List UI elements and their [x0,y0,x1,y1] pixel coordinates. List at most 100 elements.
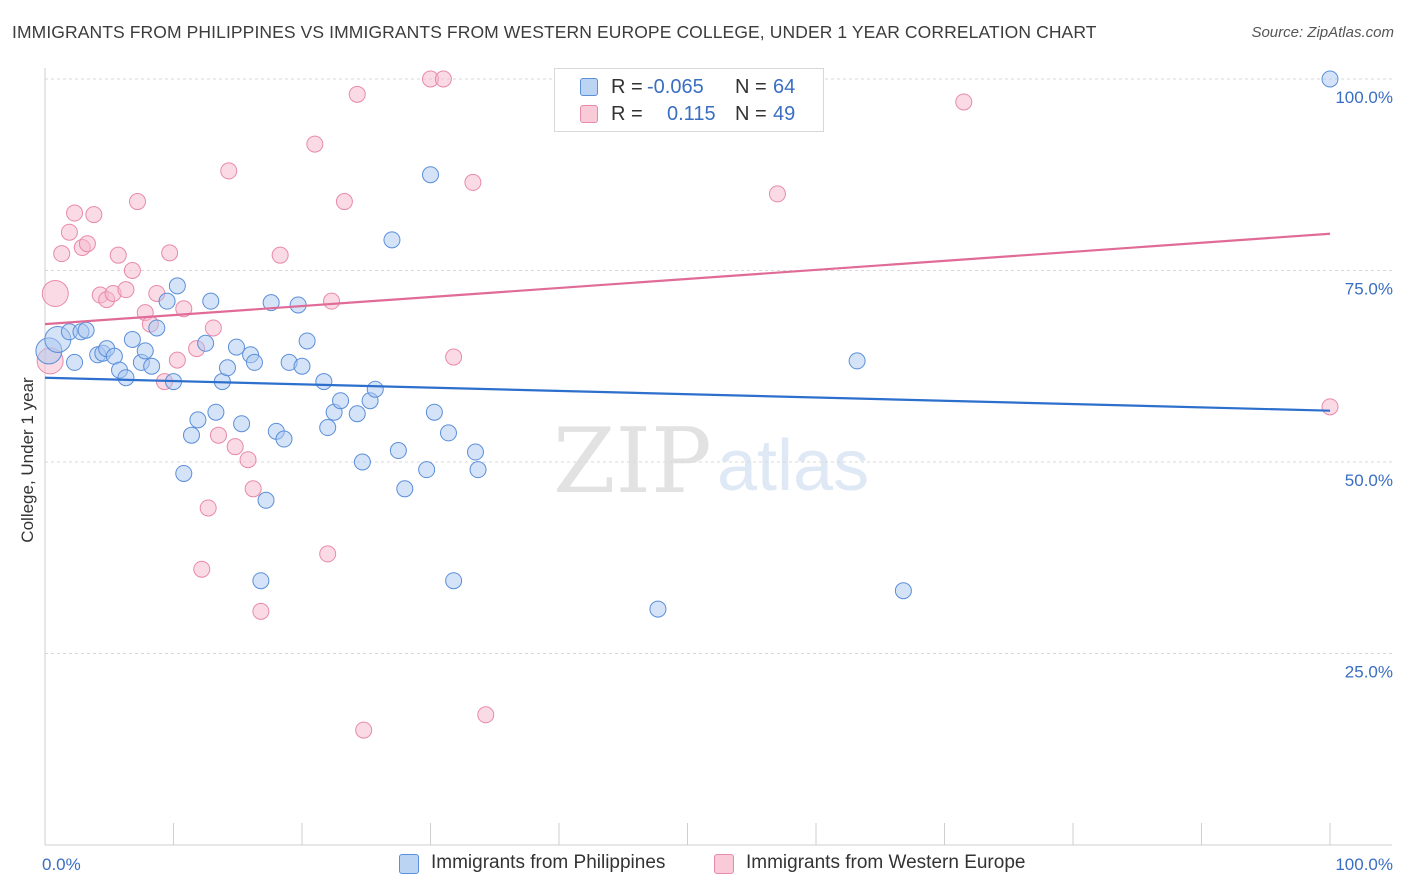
data-point [466,443,484,461]
data-point [298,332,316,350]
data-point [226,438,244,456]
chart-title: IMMIGRANTS FROM PHILIPPINES VS IMMIGRANT… [12,22,1097,42]
data-point [323,292,341,310]
data-point [41,279,69,307]
data-point [78,235,96,253]
data-point [1321,70,1339,88]
data-point [389,442,407,460]
data-point [245,353,263,371]
data-point [161,244,179,262]
data-point [434,70,452,88]
data-point [315,373,333,391]
data-point [335,193,353,211]
legend-row-western-europe: R = 0.115 N = 49 [555,100,823,128]
data-point [422,166,439,184]
western-europe-points [36,70,1339,739]
legend-swatch-blue [580,78,598,96]
data-point [445,572,463,590]
data-point [227,338,245,356]
data-point [175,464,193,482]
data-point [209,426,227,444]
data-point [332,392,350,410]
data-point [894,582,912,600]
data-point [319,545,337,563]
data-point [66,353,84,371]
legend-label-philippines: Immigrants from Philippines [431,852,666,873]
trend-line [44,376,1331,412]
data-point [193,560,211,578]
legend-row-philippines: R = -0.065 N = 64 [555,73,823,101]
data-point [355,721,373,739]
data-point [123,330,141,348]
legend-label-western-europe: Immigrants from Western Europe [746,852,1026,873]
legend-swatch-blue [399,854,419,874]
data-point [148,319,166,337]
legend-r-label: R = [611,103,643,125]
legend-r-value: 0.115 [667,103,716,125]
legend-n-label: N = [735,76,767,98]
data-point [60,223,78,241]
axes [44,68,1392,846]
data-point [768,185,786,203]
correlation-legend: R = -0.065 N = 64 R = 0.115 N = 49 [554,68,824,132]
data-point [220,162,238,180]
watermark-atlas: atlas [717,426,869,506]
data-point [418,461,436,479]
trend-line [44,232,1331,326]
legend-r-value: -0.065 [647,76,704,98]
data-point [366,380,384,398]
data-point [189,411,207,429]
data-point [109,246,127,264]
data-point [439,424,457,442]
data-point [477,706,495,724]
y-tick-label: 75.0% [1345,280,1393,299]
data-point [85,206,103,224]
y-axis-label: College, Under 1 year [18,377,37,543]
tick-labels: 25.0% 50.0% 75.0% 100.0% 0.0% 100.0% [42,88,1393,874]
data-point [257,491,275,509]
data-point [77,321,95,339]
y-tick-label: 100.0% [1335,88,1393,107]
y-tick-label: 50.0% [1345,471,1393,490]
data-point [262,294,280,312]
legend-n-label: N = [735,103,767,125]
data-point [123,262,141,279]
data-point [848,352,866,370]
y-tick-label: 25.0% [1345,663,1393,682]
data-point [168,277,186,295]
data-point [425,403,443,421]
philippines-points [35,70,1339,618]
data-point [182,426,200,444]
data-point [117,369,135,387]
data-point [53,245,71,263]
data-point [464,173,482,191]
data-point [396,480,414,498]
legend-swatch-pink [714,854,734,874]
trend-lines [44,232,1331,412]
data-point [348,405,366,423]
data-point [233,415,251,433]
data-point [66,204,84,222]
data-point [117,281,135,299]
legend-n-value: 64 [773,76,796,98]
data-point [168,351,186,369]
data-point [1321,398,1339,416]
data-point [197,334,215,352]
source-label: Source: ZipAtlas.com [1251,24,1394,41]
data-point [469,461,487,479]
data-point [353,453,371,471]
data-point [306,135,324,153]
data-point [271,246,289,264]
data-point [204,319,222,337]
data-point [207,403,225,421]
data-point [129,193,147,211]
legend-swatch-pink [580,105,598,123]
data-point [252,602,270,620]
x-tick-label: 0.0% [42,855,81,874]
data-point [445,348,463,366]
data-point [244,480,262,498]
data-point [293,357,311,375]
data-point [218,359,236,377]
data-point [252,572,270,590]
